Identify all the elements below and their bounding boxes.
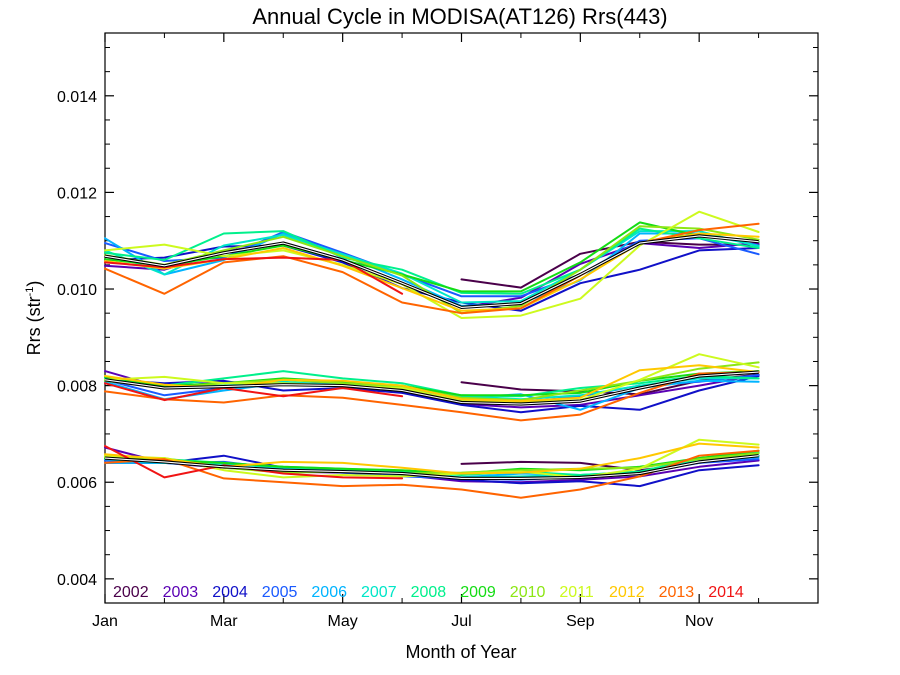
y-axis: 0.004 0.006 0.008 0.010 0.012 0.014 [57, 46, 818, 604]
series-layer [104, 210, 760, 499]
y-tick-label: 0.008 [57, 379, 97, 396]
x-tick-label: May [328, 613, 358, 630]
y-tick-label: 0.012 [57, 185, 97, 202]
legend-item-2013: 2013 [659, 584, 695, 601]
series-line-2014-middle [104, 382, 404, 402]
legend-item-2002: 2002 [113, 584, 149, 601]
mean-line-highlight-lower [104, 455, 759, 479]
series-line-2008-middle [104, 370, 760, 398]
y-axis-title: Rrs (str-1) [24, 281, 44, 356]
y-axis-title-superscript: -1 [24, 287, 36, 297]
legend-item-2004: 2004 [212, 584, 248, 601]
mean-line-upper [104, 234, 759, 309]
y-axis-title-end: ) [24, 281, 44, 287]
y-tick-label: 0.010 [57, 282, 97, 299]
legend-item-2006: 2006 [311, 584, 347, 601]
series-line-2014-upper [104, 256, 404, 295]
legend-item-2005: 2005 [262, 584, 298, 601]
x-tick-label: Jul [451, 613, 471, 630]
x-tick-label: Mar [210, 613, 238, 630]
mean-line-highlight-middle [104, 371, 759, 405]
y-tick-label: 0.006 [57, 475, 97, 492]
legend-item-2008: 2008 [411, 584, 447, 601]
y-axis-title-main: Rrs (str [24, 296, 44, 355]
series-line-2011-middle [104, 353, 760, 404]
chart-title: Annual Cycle in MODISA(AT126) Rrs(443) [252, 4, 667, 29]
legend-item-2010: 2010 [510, 584, 546, 601]
legend-item-2003: 2003 [163, 584, 199, 601]
y-tick-label: 0.014 [57, 89, 97, 106]
x-tick-label: Nov [685, 613, 713, 630]
series-line-2006-upper [104, 232, 760, 307]
mean-lines [104, 234, 759, 480]
series-line-2008-upper [104, 227, 760, 295]
x-tick-label: Jan [92, 613, 118, 630]
legend-item-2011: 2011 [559, 584, 594, 601]
x-axis-title: Month of Year [405, 642, 516, 662]
y-tick-label: 0.004 [57, 572, 97, 589]
x-tick-label: Sep [566, 613, 595, 630]
x-axis: Jan Mar May Jul Sep Nov [92, 33, 819, 630]
legend-item-2012: 2012 [609, 584, 645, 601]
series-line-2009-upper [104, 221, 760, 293]
series-line-2013-middle [104, 371, 760, 422]
mean-line-highlight-upper [104, 235, 759, 308]
legend-item-2009: 2009 [460, 584, 496, 601]
legend-item-2014: 2014 [708, 584, 744, 601]
legend-item-2007: 2007 [361, 584, 397, 601]
legend: 2002 2003 2004 2005 2006 2007 2008 2009 2010 2011… [113, 584, 744, 601]
